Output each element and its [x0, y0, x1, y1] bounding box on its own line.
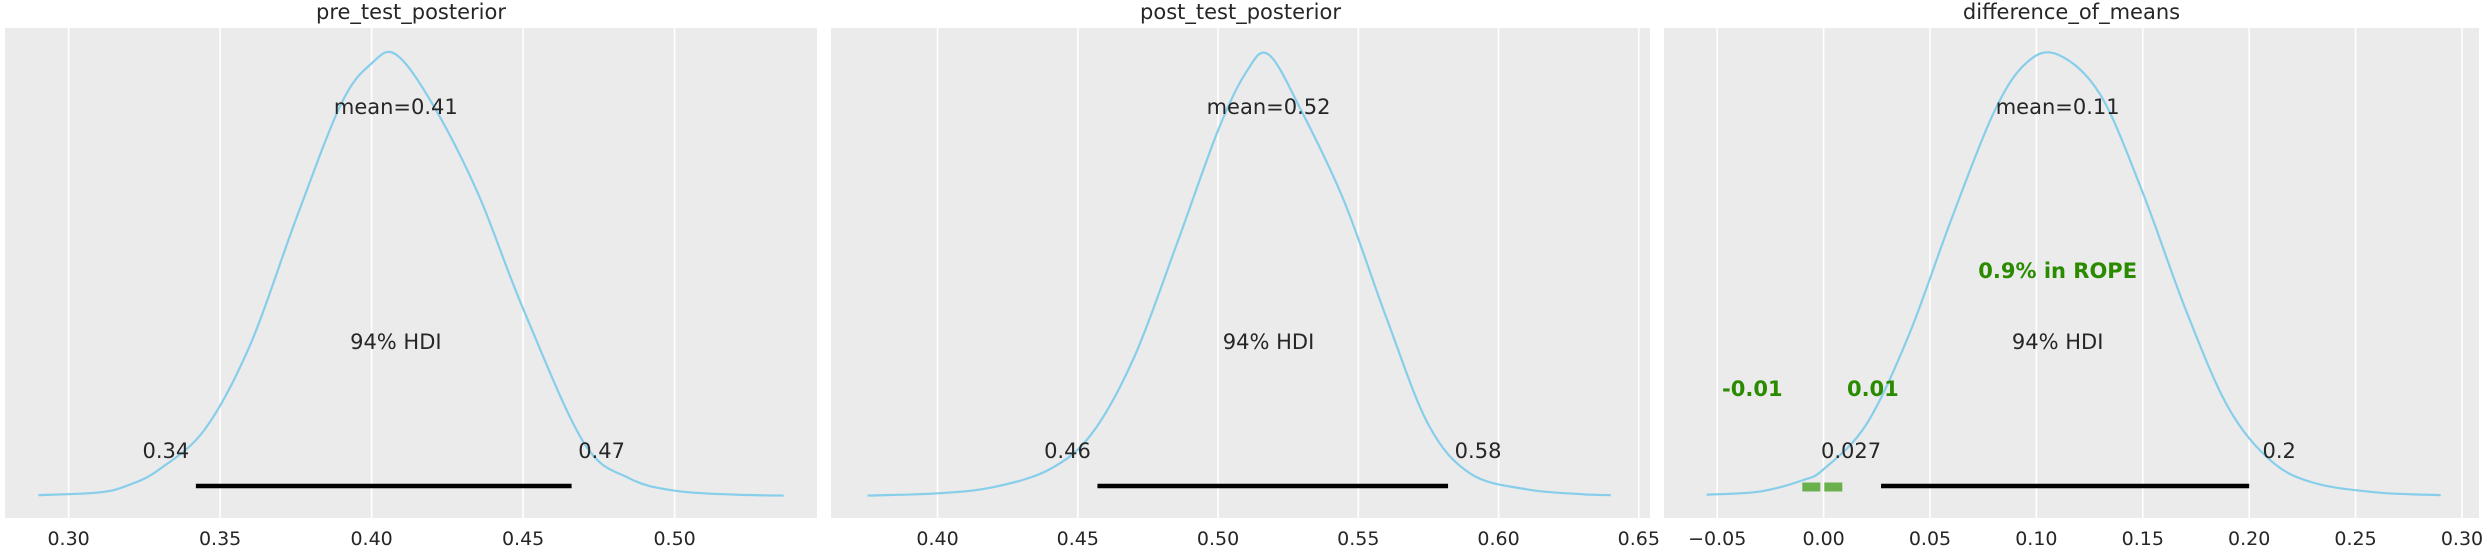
rope-lower-label: -0.01	[1722, 377, 1783, 401]
density-curve	[867, 51, 1611, 497]
x-tick-label: 0.10	[2015, 528, 2057, 550]
x-tick-label: 0.25	[2334, 528, 2376, 550]
rope-percent-label: 0.9% in ROPE	[1978, 259, 2137, 283]
plot-background	[5, 28, 817, 518]
mean-label: mean=0.41	[334, 95, 458, 119]
hdi-upper-label: 0.47	[578, 439, 625, 463]
panel-pre-test-posterior: 0.30 0.35 0.40 0.45 0.50 pre_test_posteriorme…	[5, 0, 817, 550]
hdi-upper-label: 0.2	[2262, 439, 2295, 463]
x-tick-label: 0.40	[350, 528, 392, 550]
x-tick-label: 0.35	[199, 528, 241, 550]
x-tick-label: 0.60	[1477, 528, 1519, 550]
x-tick-label: 0.55	[1337, 528, 1379, 550]
rope-upper-label: 0.01	[1847, 377, 1899, 401]
x-tick-label: 0.45	[502, 528, 544, 550]
hdi-lower-label: 0.027	[1821, 439, 1881, 463]
density-curve	[38, 50, 784, 497]
hdi-upper-label: 0.58	[1455, 439, 1502, 463]
x-tick-label: 0.50	[1197, 528, 1239, 550]
plot-background	[1664, 28, 2479, 518]
hdi-lower-label: 0.46	[1044, 439, 1091, 463]
x-tick-label: 0.30	[2441, 528, 2483, 550]
panel-title: difference_of_means	[1963, 0, 2180, 25]
hdi-label: 94% HDI	[1223, 330, 1315, 354]
panel-difference-of-means: −0.05 0.00 0.05 0.10 0.15 0.20 0.25 0.30 differe…	[1664, 0, 2483, 550]
x-tick-label: 0.30	[47, 528, 89, 550]
panel-post-test-posterior: 0.40 0.45 0.50 0.55 0.60 0.65 post_test_poster…	[831, 0, 1660, 550]
density-curve	[1706, 51, 2441, 497]
mean-label: mean=0.52	[1207, 95, 1331, 119]
x-tick-label: 0.05	[1909, 528, 1951, 550]
plot-background	[831, 28, 1650, 518]
x-tick-label: 0.45	[1057, 528, 1099, 550]
x-tick-label: 0.50	[653, 528, 695, 550]
x-tick-label: 0.20	[2228, 528, 2270, 550]
hdi-label: 94% HDI	[2012, 330, 2104, 354]
hdi-lower-label: 0.34	[142, 439, 189, 463]
x-tick-label: 0.00	[1802, 528, 1844, 550]
panel-title: post_test_posterior	[1140, 0, 1341, 25]
x-tick-label: −0.05	[1688, 528, 1746, 550]
mean-label: mean=0.11	[1996, 95, 2120, 119]
hdi-label: 94% HDI	[350, 330, 442, 354]
panel-title: pre_test_posterior	[316, 0, 506, 25]
x-tick-label: 0.15	[2122, 528, 2164, 550]
x-tick-label: 0.40	[916, 528, 958, 550]
x-tick-label: 0.65	[1618, 528, 1660, 550]
